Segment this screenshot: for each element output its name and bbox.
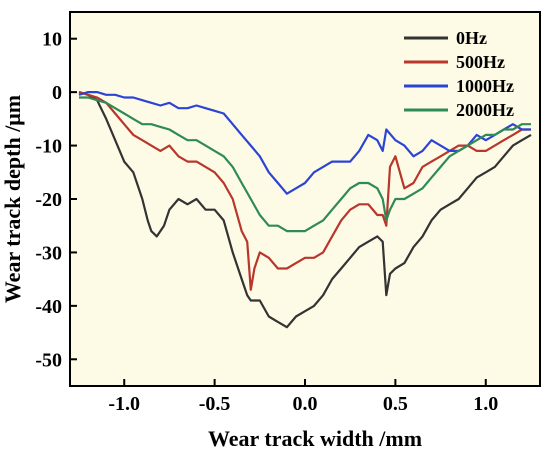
x-axis-label: Wear track width /mm [208, 426, 422, 451]
x-tick-label: -0.5 [199, 393, 231, 415]
y-axis-ticks: -50 -40 -30 -20 -10 0 10 [35, 29, 77, 371]
x-tick-label: -1.0 [108, 393, 140, 415]
y-tick-label: 10 [42, 29, 62, 51]
y-tick-label: 0 [52, 82, 62, 104]
x-tick-label: 0.0 [293, 393, 318, 415]
series-line-2000hz [79, 96, 531, 233]
x-axis-ticks: -1.0 -0.5 0.0 0.5 1.0 [108, 379, 498, 415]
y-tick-label: -10 [35, 136, 62, 158]
y-tick-label: -20 [35, 189, 62, 211]
y-axis-label: Wear track depth /μm [0, 95, 25, 303]
legend-label-2000hz: 2000Hz [456, 100, 514, 120]
x-tick-label: 1.0 [473, 393, 498, 415]
series-line-0hz [78, 91, 532, 329]
x-tick-label: 0.5 [383, 393, 408, 415]
series-layer [78, 90, 532, 329]
legend-label-0hz: 0Hz [456, 28, 487, 48]
legend-label-1000hz: 1000Hz [456, 76, 514, 96]
y-tick-label: -50 [35, 349, 62, 371]
series-line-1000hz [78, 90, 531, 195]
legend: 0Hz 500Hz 1000Hz 2000Hz [404, 28, 514, 120]
y-tick-label: -30 [35, 242, 62, 264]
plot-background [70, 12, 540, 386]
legend-label-500hz: 500Hz [456, 52, 505, 72]
y-tick-label: -40 [35, 296, 62, 318]
